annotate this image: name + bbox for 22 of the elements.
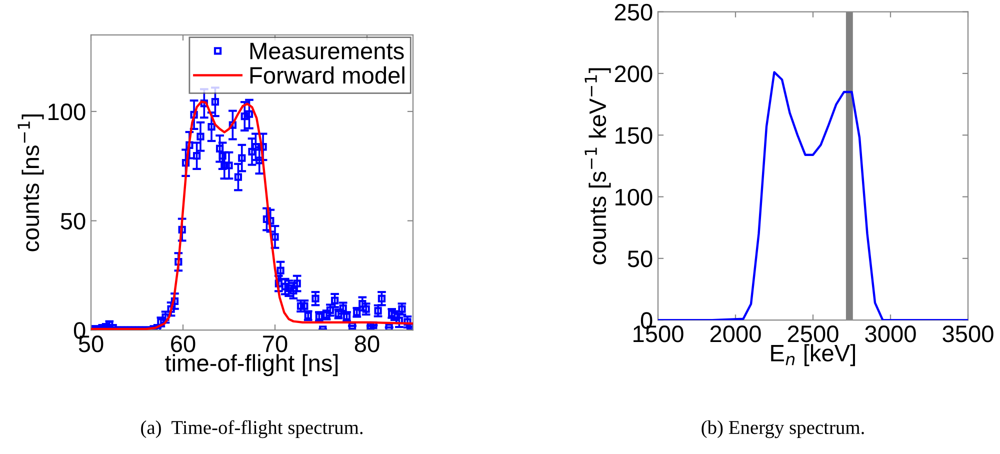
x-axis-title: time-of-flight [ns]	[165, 354, 338, 376]
x-axis-title: E$_{n}$ [keV]	[771, 344, 855, 366]
x-tick-label: 2000	[710, 326, 761, 342]
y-tick-label: 150	[616, 127, 652, 144]
y-axis-title: counts [s$^{−1}$ keV$^{−1}$]	[584, 68, 611, 264]
y-tick-label: 50	[60, 212, 86, 230]
x-tick-label: 60	[171, 336, 196, 352]
y-tick-label: 250	[614, 4, 652, 21]
text: (a) Time-of-flight spectrum.	[141, 420, 363, 438]
x-tick-label: 3500	[942, 326, 994, 342]
y-tick-label: 100	[48, 104, 86, 120]
y-tick-label: 200	[614, 66, 652, 82]
legend-label: Forward model	[250, 66, 404, 84]
x-tick-label: 80	[354, 336, 380, 352]
x-tick-label: 2500	[788, 326, 838, 342]
x-tick-label: 70	[263, 336, 288, 352]
y-tick-label: 100	[616, 188, 652, 206]
x-tick-label: 3000	[865, 326, 916, 342]
legend-label: Measurements	[250, 42, 404, 60]
y-tick-label: 50	[628, 250, 652, 268]
text: (b) Energy spectrum.	[702, 420, 864, 438]
y-axis-title: counts [ns$^{−1}$]	[18, 114, 44, 252]
